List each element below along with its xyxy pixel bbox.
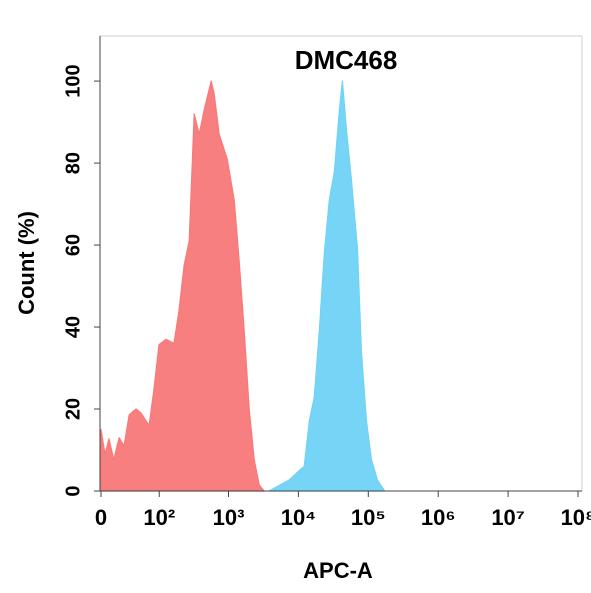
x-tick-label: 10⁸ <box>561 505 591 530</box>
y-tick-label: 60 <box>62 234 84 256</box>
histogram-area <box>100 80 265 492</box>
x-tick-label: 0 <box>95 505 107 530</box>
x-tick-label: 10³ <box>213 505 245 530</box>
y-tick-label: 40 <box>62 316 84 338</box>
y-tick-label: 80 <box>62 152 84 174</box>
x-tick-label: 10⁵ <box>351 505 386 530</box>
y-tick-label: 20 <box>62 398 84 420</box>
x-tick-label: 10⁴ <box>281 505 316 530</box>
x-axis-label: APC-A <box>303 558 373 583</box>
x-tick-label: 10² <box>143 505 175 530</box>
chart-title: DMC468 <box>295 45 398 75</box>
y-tick-label: 100 <box>62 64 84 97</box>
histogram-area <box>268 80 386 492</box>
x-tick-label: 10⁷ <box>491 505 525 530</box>
y-axis-label: Count (%) <box>14 211 39 315</box>
y-tick-label: 0 <box>62 485 84 496</box>
x-tick-label: 10⁶ <box>421 505 456 530</box>
